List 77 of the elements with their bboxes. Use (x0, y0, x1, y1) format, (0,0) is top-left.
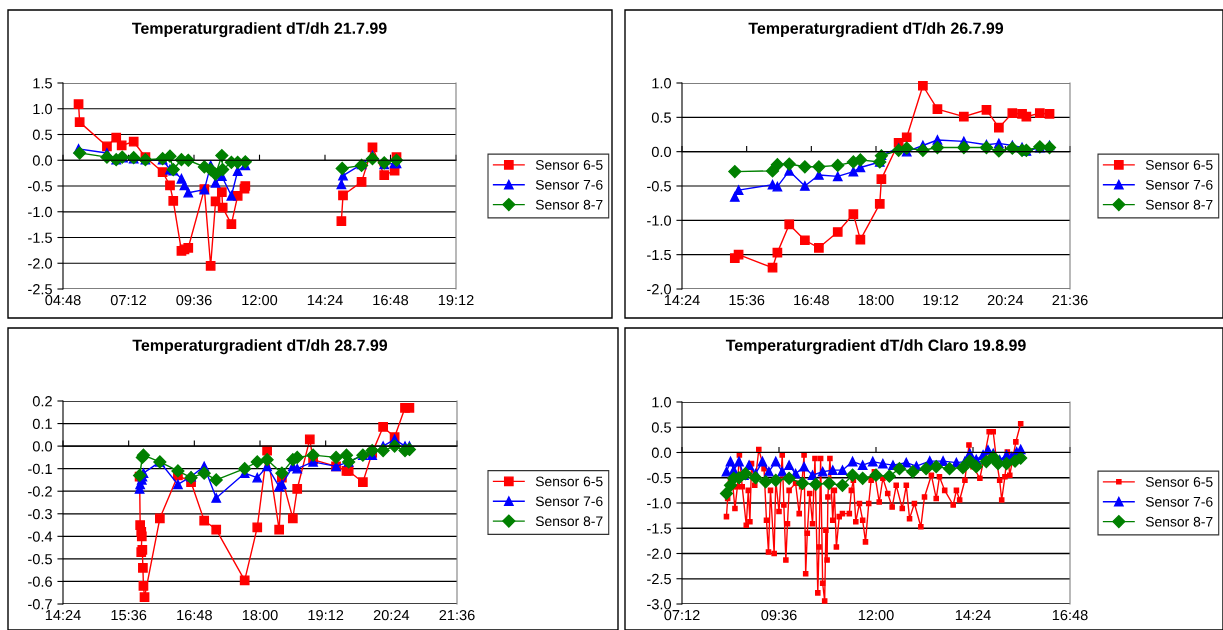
y-tick-label: -0.1 (28, 463, 52, 475)
x-tick-label: 16:48 (177, 609, 212, 621)
x-tick-label: 15:36 (111, 609, 147, 621)
y-tick-label: 0.1 (32, 418, 52, 429)
y-tick-label: -1.5 (647, 523, 671, 534)
x-tick-label: 12:00 (858, 609, 894, 621)
legend-label: Sensor 8-7 (535, 516, 603, 527)
y-tick-label: -2.0 (28, 258, 53, 269)
x-tick-label: 19:12 (438, 294, 474, 306)
y-tick-label: 1.5 (33, 78, 52, 89)
x-tick-label: 14:24 (45, 609, 81, 621)
legend-label: Sensor 6-5 (1145, 160, 1213, 170)
x-tick-label: 20:24 (987, 294, 1024, 306)
legend-label: Sensor 6-5 (535, 476, 603, 487)
y-tick-label: -0.3 (28, 508, 52, 520)
x-tick-label: 14:24 (664, 294, 700, 306)
x-tick-label: 18:00 (858, 294, 894, 306)
y-tick-label: -0.7 (28, 599, 52, 610)
y-tick-label: 0.5 (32, 129, 52, 140)
chart-title: Temperaturgradient dT/dh 21.7.99 (132, 22, 387, 38)
x-tick-label: 09:36 (176, 294, 212, 306)
legend-label: Sensor 7-6 (1145, 179, 1213, 190)
x-tick-label: 21:36 (1052, 294, 1088, 306)
x-tick-label: 12:00 (242, 294, 278, 306)
legend-label: Sensor 8-7 (1145, 516, 1213, 527)
legend-label: Sensor 6-5 (1145, 477, 1213, 487)
chart-title: Temperaturgradient dT/dh 26.7.99 (748, 22, 1004, 38)
x-tick-label: 15:36 (729, 294, 765, 306)
y-tick-label: 0.0 (651, 146, 672, 158)
y-tick-label: -1.5 (647, 249, 671, 261)
x-tick-label: 16:48 (373, 294, 409, 306)
x-tick-label: 16:48 (1052, 609, 1088, 621)
y-tick-label: 0.0 (32, 155, 53, 166)
y-tick-label: -0.5 (28, 553, 52, 565)
chart-title: Temperaturgradient dT/dh Claro 19.8.99 (725, 339, 1026, 355)
x-tick-label: 20:24 (373, 609, 410, 621)
y-tick-label: -0.5 (647, 472, 671, 484)
y-tick-label: 1.0 (652, 78, 672, 89)
x-tick-label: 07:12 (110, 294, 147, 306)
y-tick-label: 0.5 (651, 422, 671, 433)
y-tick-label: -2.0 (647, 548, 672, 559)
legend-label: Sensor 6-5 (535, 160, 603, 170)
y-tick-label: -0.5 (647, 181, 671, 192)
x-tick-label: 14:24 (955, 609, 991, 621)
y-tick-label: -1.0 (28, 206, 53, 218)
y-tick-label: -2.5 (28, 284, 52, 295)
x-tick-label: 09:36 (761, 609, 797, 621)
y-tick-label: 1.0 (33, 103, 53, 115)
x-tick-label: 21:36 (439, 609, 475, 621)
y-tick-label: -1.0 (647, 215, 672, 226)
x-tick-label: 07:12 (664, 609, 700, 621)
y-tick-label: -0.5 (28, 181, 52, 192)
x-tick-label: 14:24 (307, 294, 343, 306)
y-tick-label: -0.4 (28, 531, 53, 542)
legend-label: Sensor 8-7 (535, 199, 603, 210)
x-tick-label: 19:12 (308, 609, 344, 621)
y-tick-label: 0.0 (32, 441, 53, 452)
x-tick-label: 16:48 (794, 294, 829, 306)
legend-label: Sensor 7-6 (535, 496, 603, 507)
y-tick-label: -0.6 (28, 576, 52, 587)
y-tick-label: -1.0 (647, 498, 672, 509)
chart-title: Temperaturgradient dT/dh 28.7.99 (132, 339, 388, 355)
x-tick-label: 18:00 (242, 609, 278, 621)
x-tick-label: 04:48 (45, 294, 81, 306)
legend-label: Sensor 7-6 (1145, 496, 1213, 507)
x-tick-label: 19:12 (923, 294, 959, 306)
y-tick-label: 0.2 (32, 396, 52, 407)
y-tick-label: -0.2 (28, 486, 52, 497)
y-tick-label: 1.0 (652, 397, 672, 408)
legend-label: Sensor 8-7 (1145, 199, 1213, 210)
y-tick-label: 0.0 (651, 447, 672, 458)
y-tick-label: -3.0 (647, 599, 672, 610)
legend-label: Sensor 7-6 (535, 179, 603, 190)
y-tick-label: -2.0 (647, 284, 672, 295)
y-tick-label: -1.5 (28, 232, 52, 243)
y-tick-label: 0.5 (651, 112, 671, 123)
y-tick-label: -2.5 (647, 573, 671, 585)
